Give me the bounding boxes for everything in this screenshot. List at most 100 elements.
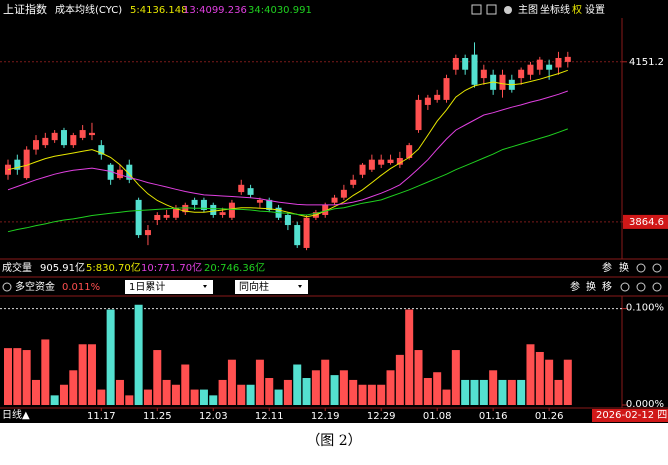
candle-body — [154, 214, 161, 221]
bar — [106, 309, 115, 405]
y-tick-label: 0.000% — [626, 399, 664, 410]
dropdown[interactable] — [125, 280, 213, 294]
bar — [461, 379, 470, 405]
panel-icon[interactable] — [652, 263, 662, 273]
volume-ma: 10:771.70亿 — [141, 261, 202, 274]
bar — [265, 378, 274, 405]
candle-body — [51, 132, 58, 141]
bar — [395, 354, 404, 405]
toolbar-button[interactable]: 设置 — [585, 4, 605, 16]
candle-body — [331, 197, 338, 203]
candle-body — [322, 204, 329, 215]
indicator-name: 多空资金 — [15, 280, 55, 293]
bar — [470, 379, 479, 405]
candle-body — [564, 56, 571, 62]
bar — [321, 359, 330, 405]
dropdown-text[interactable]: 1日累计 — [129, 280, 165, 293]
dropdown[interactable] — [235, 280, 308, 294]
ma-line — [7, 90, 568, 206]
candle-body — [107, 164, 114, 180]
bar — [311, 370, 320, 405]
zoom-in-icon[interactable] — [471, 4, 482, 15]
period-label[interactable]: 日线▲ — [2, 408, 30, 421]
panel-icon[interactable] — [636, 263, 646, 273]
candle-body — [518, 69, 525, 79]
bar — [489, 370, 498, 405]
candle-body — [555, 57, 562, 68]
candle-body — [228, 202, 235, 218]
y-tick-label: 3864.6 — [629, 217, 664, 228]
chart-title: 上证指数 — [3, 2, 47, 16]
bar — [115, 379, 124, 405]
bar — [302, 378, 311, 405]
cursor-date-box — [592, 409, 668, 422]
dropdown-text[interactable]: 同向柱 — [239, 280, 269, 293]
panel-icon[interactable] — [652, 282, 662, 292]
favorite-icon[interactable] — [504, 6, 512, 14]
candle-body — [396, 157, 403, 165]
x-tick-label: 12.29 — [367, 411, 396, 422]
panel-tool[interactable]: 参 — [570, 280, 580, 293]
zoom-out-icon[interactable] — [486, 4, 497, 15]
candle-body — [406, 145, 413, 158]
candle-body — [387, 159, 394, 164]
candle-body — [434, 94, 441, 100]
toolbar-button[interactable]: 权 — [572, 3, 582, 16]
candle-body — [210, 204, 217, 215]
bar — [451, 350, 460, 405]
bar — [162, 379, 171, 405]
cursor-date: 2026-02-12 四 — [596, 410, 667, 421]
candle-body — [135, 199, 142, 236]
bar — [442, 389, 451, 405]
bar — [405, 309, 414, 405]
panel-icon[interactable] — [620, 282, 630, 292]
bar — [4, 348, 12, 405]
bar — [237, 384, 246, 405]
bar — [414, 350, 423, 405]
indicator-icon[interactable] — [2, 282, 12, 292]
bar — [283, 379, 292, 405]
bar — [41, 339, 50, 405]
bar — [526, 344, 535, 405]
legend-entry: 34:4030.991 — [248, 5, 312, 16]
panel-tool[interactable]: 换 — [586, 280, 596, 293]
bar — [78, 344, 87, 405]
bar — [274, 389, 283, 405]
bar — [22, 350, 31, 405]
bar — [377, 384, 386, 405]
panel-tool[interactable]: 换 — [619, 261, 629, 274]
y-tick-box — [623, 214, 668, 229]
bar — [358, 384, 367, 405]
panel-tool[interactable]: 参 — [602, 261, 612, 274]
bar — [246, 384, 255, 405]
candle-body — [303, 217, 310, 248]
bar — [255, 359, 264, 405]
legend-entry: 5:4136.148 — [130, 5, 187, 16]
candle-body — [350, 179, 357, 185]
volume-ma: 20:746.36亿 — [204, 261, 265, 274]
volume-value: 905.91亿 — [40, 261, 85, 274]
panel-tool[interactable]: 移 — [602, 280, 612, 293]
candle-body — [200, 199, 207, 210]
candle-body — [266, 199, 273, 210]
toolbar-button[interactable]: 主图 — [518, 4, 538, 16]
candle-body — [98, 145, 105, 155]
toolbar-button[interactable]: 坐标线 — [540, 3, 570, 16]
bar — [554, 379, 563, 405]
dropdown-arrow — [298, 285, 302, 288]
y-tick-label: 0.100% — [626, 303, 664, 314]
candle-body — [527, 64, 534, 75]
chart: 上证指数 成本均线(CYC) 主图 坐标线 权 设置 成交量 905.91亿 5… — [0, 0, 668, 423]
candle-body — [182, 204, 189, 213]
bar — [545, 359, 554, 405]
bar — [31, 379, 40, 405]
caption: （图 2） — [306, 433, 362, 449]
ma-line — [7, 69, 568, 218]
panel-icon[interactable] — [636, 282, 646, 292]
bar — [209, 395, 218, 405]
candle-body — [32, 140, 39, 150]
candle-body — [116, 169, 123, 179]
bar — [349, 379, 358, 405]
y-tick-label: 4151.2 — [629, 57, 664, 68]
